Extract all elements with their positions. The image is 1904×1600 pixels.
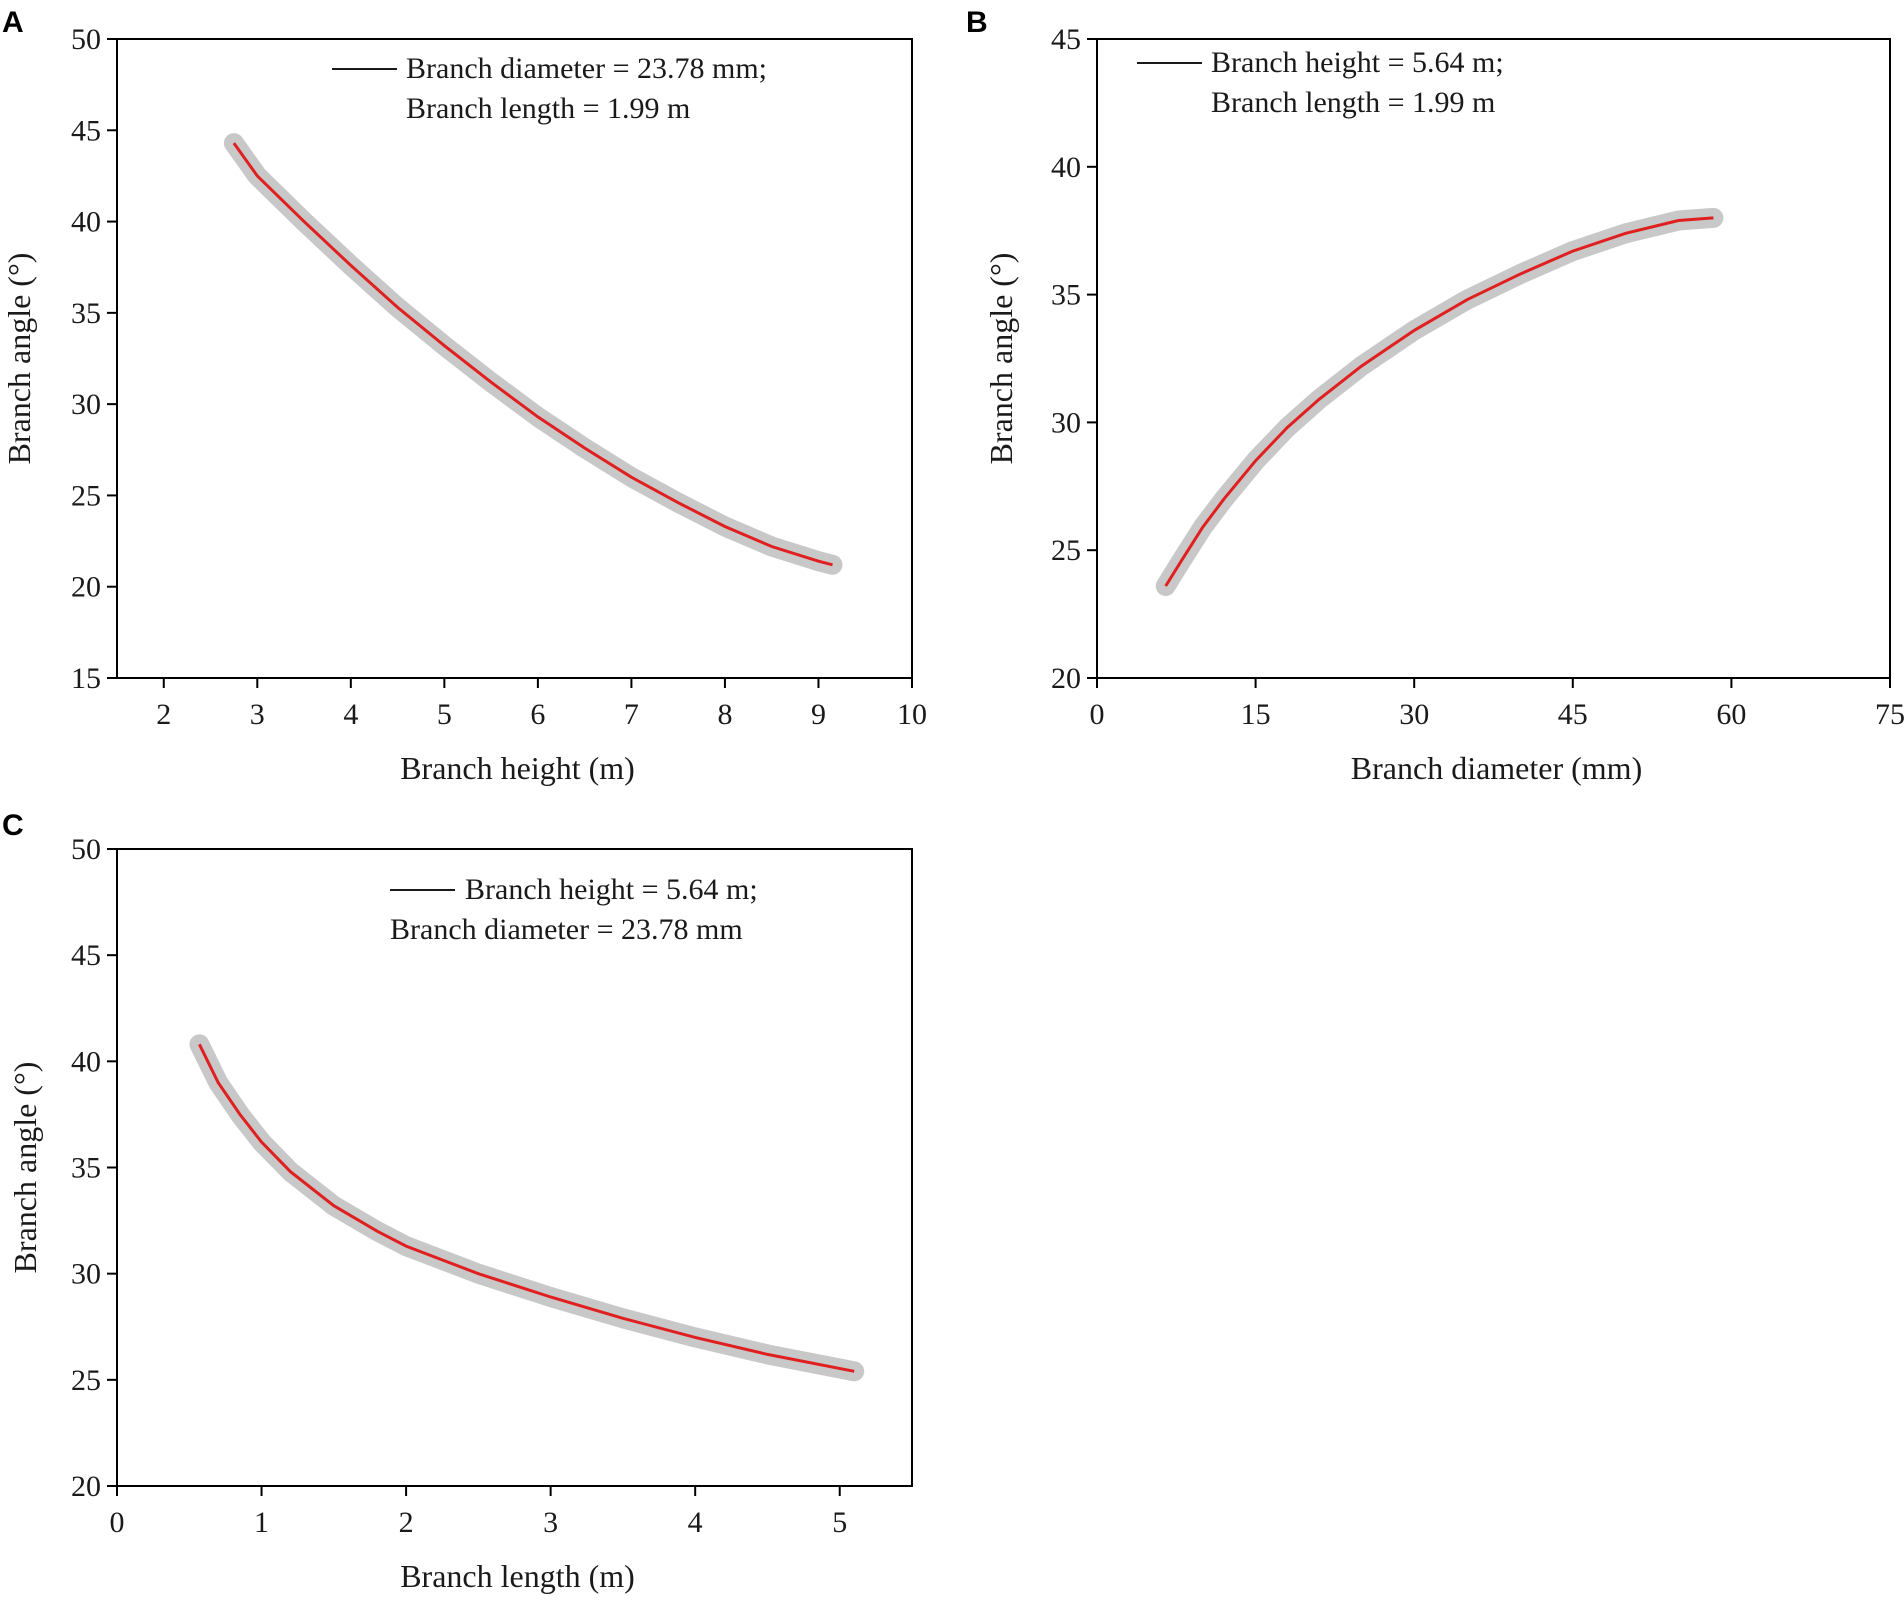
y-tick-label: 35: [1051, 279, 1081, 312]
x-tick-label: 0: [110, 1506, 125, 1539]
panel-letter-c: C: [2, 809, 24, 842]
fit-line-series-0: [232, 142, 833, 567]
x-tick-label: 2: [399, 1506, 414, 1539]
y-tick-label: 50: [71, 23, 101, 56]
x-tick-label: 6: [530, 698, 545, 731]
x-axis-title: Branch diameter (mm): [1351, 750, 1642, 786]
y-axis-title: Branch angle (°): [1, 253, 37, 465]
y-tick-label: 45: [71, 114, 101, 147]
data-halo-series-0: [189, 1034, 865, 1382]
panel-b: B 0 15 30 45 60 75 20 25 30 35 40 45 Branch diameter …: [966, 6, 1904, 786]
y-tick-label: 30: [1051, 406, 1081, 439]
x-tick-label: 10: [897, 698, 927, 731]
y-axis-title: Branch angle (°): [7, 1062, 43, 1274]
y-tick-label: 45: [71, 939, 101, 972]
y-tick-label: 40: [1051, 151, 1081, 184]
y-tick-label: 35: [71, 297, 101, 330]
x-tick-label: 9: [811, 698, 826, 731]
x-tick-label: 30: [1399, 698, 1429, 731]
x-axis-title: Branch length (m): [400, 1558, 635, 1594]
legend-entry: Branch length = 1.99 m: [1211, 86, 1495, 119]
y-tick-label: 25: [71, 479, 101, 512]
panel-letter-a: A: [2, 6, 24, 39]
x-tick-label: 60: [1716, 698, 1746, 731]
fit-line-series-0: [1164, 216, 1714, 587]
x-tick-label: 3: [543, 1506, 558, 1539]
y-axis-title: Branch angle (°): [983, 253, 1019, 465]
data-halo-series-0: [223, 133, 843, 575]
x-axis-title: Branch height (m): [400, 750, 635, 786]
y-tick-label: 20: [71, 571, 101, 604]
legend-entry: Branch diameter = 23.78 mm: [390, 913, 743, 946]
legend-entry: Branch height = 5.64 m;: [1211, 46, 1504, 79]
x-tick-label: 5: [437, 698, 452, 731]
x-tick-label: 7: [624, 698, 639, 731]
y-tick-label: 25: [71, 1364, 101, 1397]
y-tick-label: 35: [71, 1152, 101, 1185]
legend-entry: Branch height = 5.64 m;: [465, 873, 758, 906]
x-tick-label: 0: [1090, 698, 1105, 731]
legend-entry: Branch length = 1.99 m: [406, 92, 690, 125]
x-tick-label: 3: [250, 698, 265, 731]
x-tick-label: 2: [156, 698, 171, 731]
fit-line-series-0: [198, 1043, 855, 1373]
y-tick-label: 40: [71, 1045, 101, 1078]
y-tick-label: 30: [71, 388, 101, 421]
x-tick-label: 75: [1875, 698, 1904, 731]
x-tick-label: 1: [254, 1506, 269, 1539]
x-tick-label: 4: [343, 698, 358, 731]
y-tick-label: 25: [1051, 534, 1081, 567]
plot-frame: [116, 38, 913, 679]
plot-frame: [1096, 38, 1891, 679]
x-tick-label: 8: [717, 698, 732, 731]
y-tick-label: 20: [71, 1470, 101, 1503]
x-tick-label: 45: [1558, 698, 1588, 731]
legend-entry: Branch diameter = 23.78 mm;: [406, 52, 767, 85]
x-tick-label: 15: [1241, 698, 1271, 731]
x-tick-label: 4: [688, 1506, 703, 1539]
data-halo-series-0: [1155, 207, 1724, 596]
y-tick-label: 20: [1051, 662, 1081, 695]
y-tick-label: 15: [71, 662, 101, 695]
y-tick-label: 45: [1051, 23, 1081, 56]
y-tick-label: 40: [71, 206, 101, 239]
panel-letter-b: B: [966, 6, 988, 39]
x-tick-label: 5: [832, 1506, 847, 1539]
y-tick-label: 30: [71, 1258, 101, 1291]
y-tick-label: 50: [71, 833, 101, 866]
